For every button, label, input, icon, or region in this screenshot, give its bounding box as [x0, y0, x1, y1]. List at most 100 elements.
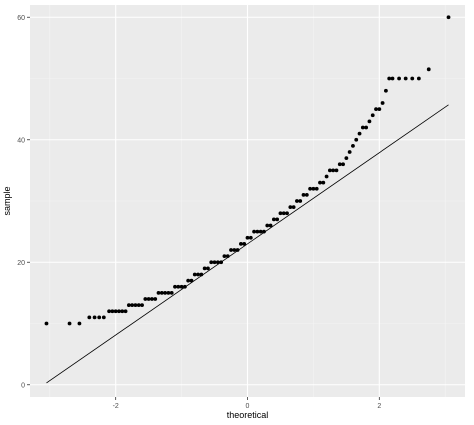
data-point: [182, 284, 187, 289]
data-point: [239, 241, 243, 246]
data-point: [248, 235, 253, 240]
data-point: [146, 297, 151, 301]
data-point: [209, 260, 214, 265]
data-point: [262, 229, 266, 234]
data-point: [77, 321, 82, 326]
y-axis-ticks: 0 20 40 60: [17, 15, 30, 389]
data-point: [176, 284, 181, 289]
data-point: [229, 248, 233, 252]
data-point: [126, 303, 131, 308]
data-point: [150, 297, 154, 301]
reference-line: [46, 104, 449, 384]
data-point: [159, 290, 164, 295]
data-point: [278, 211, 283, 216]
data-point: [301, 192, 306, 197]
y-tick-label: 20: [17, 260, 25, 267]
data-point: [318, 180, 322, 185]
x-tick-label: -2: [113, 403, 119, 410]
data-point: [110, 309, 115, 314]
data-point: [97, 315, 102, 320]
data-point: [219, 260, 224, 265]
data-point: [242, 241, 247, 246]
data-point: [245, 235, 250, 240]
data-point: [169, 290, 174, 295]
data-point: [390, 76, 395, 81]
data-point: [354, 137, 359, 142]
data-point: [117, 309, 121, 314]
data-point: [232, 248, 237, 252]
data-point: [196, 272, 200, 277]
data-point: [202, 266, 207, 271]
data-point: [397, 76, 401, 81]
data-point: [334, 168, 339, 173]
data-point: [92, 315, 97, 320]
x-axis-title: theoretical: [227, 410, 269, 420]
data-point: [311, 186, 316, 191]
y-tick-label: 0: [21, 382, 25, 389]
data-point: [120, 309, 125, 314]
data-point: [324, 174, 329, 179]
data-point: [370, 113, 375, 118]
data-point: [133, 303, 138, 308]
major-gridlines: [30, 5, 465, 397]
data-point: [67, 321, 72, 326]
data-point: [258, 229, 263, 234]
data-point: [199, 272, 204, 277]
data-point: [367, 119, 372, 124]
data-point: [304, 192, 309, 197]
data-point: [101, 315, 106, 320]
data-point: [351, 143, 355, 148]
data-point: [130, 303, 135, 308]
data-point: [410, 76, 415, 81]
data-point: [291, 205, 296, 210]
data-point: [426, 67, 431, 72]
x-tick-label: 2: [377, 403, 381, 410]
data-point: [87, 315, 92, 320]
y-tick-label: 60: [17, 15, 25, 22]
data-point: [255, 229, 260, 234]
y-tick-label: 40: [17, 137, 25, 144]
data-point: [360, 125, 365, 130]
data-point: [179, 284, 184, 289]
data-point: [44, 321, 49, 326]
data-point: [374, 107, 378, 112]
data-point: [140, 303, 144, 308]
data-point: [341, 162, 345, 167]
data-point: [212, 260, 217, 265]
x-tick-label: 0: [246, 403, 250, 410]
data-point: [163, 290, 168, 295]
data-point: [222, 254, 227, 259]
data-point: [225, 254, 230, 259]
data-point: [337, 162, 342, 167]
data-point: [298, 199, 303, 203]
data-point: [252, 229, 256, 234]
data-point: [206, 266, 210, 271]
data-point: [357, 131, 362, 136]
data-point: [344, 156, 349, 161]
data-point: [143, 297, 148, 301]
data-point: [166, 290, 171, 295]
data-point: [380, 101, 385, 105]
data-point: [314, 186, 319, 191]
data-point: [271, 217, 276, 222]
data-point: [321, 180, 326, 185]
data-point: [156, 290, 161, 295]
data-point: [285, 211, 289, 216]
data-point: [416, 76, 421, 81]
data-point: [281, 211, 286, 216]
sample-points: [44, 15, 451, 326]
data-point: [364, 125, 369, 130]
data-point: [384, 88, 388, 93]
data-point: [107, 309, 111, 314]
data-point: [446, 15, 451, 20]
data-point: [173, 284, 177, 289]
data-point: [347, 150, 352, 154]
data-point: [186, 278, 191, 283]
data-point: [377, 107, 382, 112]
data-point: [189, 278, 194, 283]
data-point: [215, 260, 220, 265]
data-point: [265, 223, 270, 228]
data-point: [275, 217, 280, 222]
data-point: [235, 248, 240, 252]
